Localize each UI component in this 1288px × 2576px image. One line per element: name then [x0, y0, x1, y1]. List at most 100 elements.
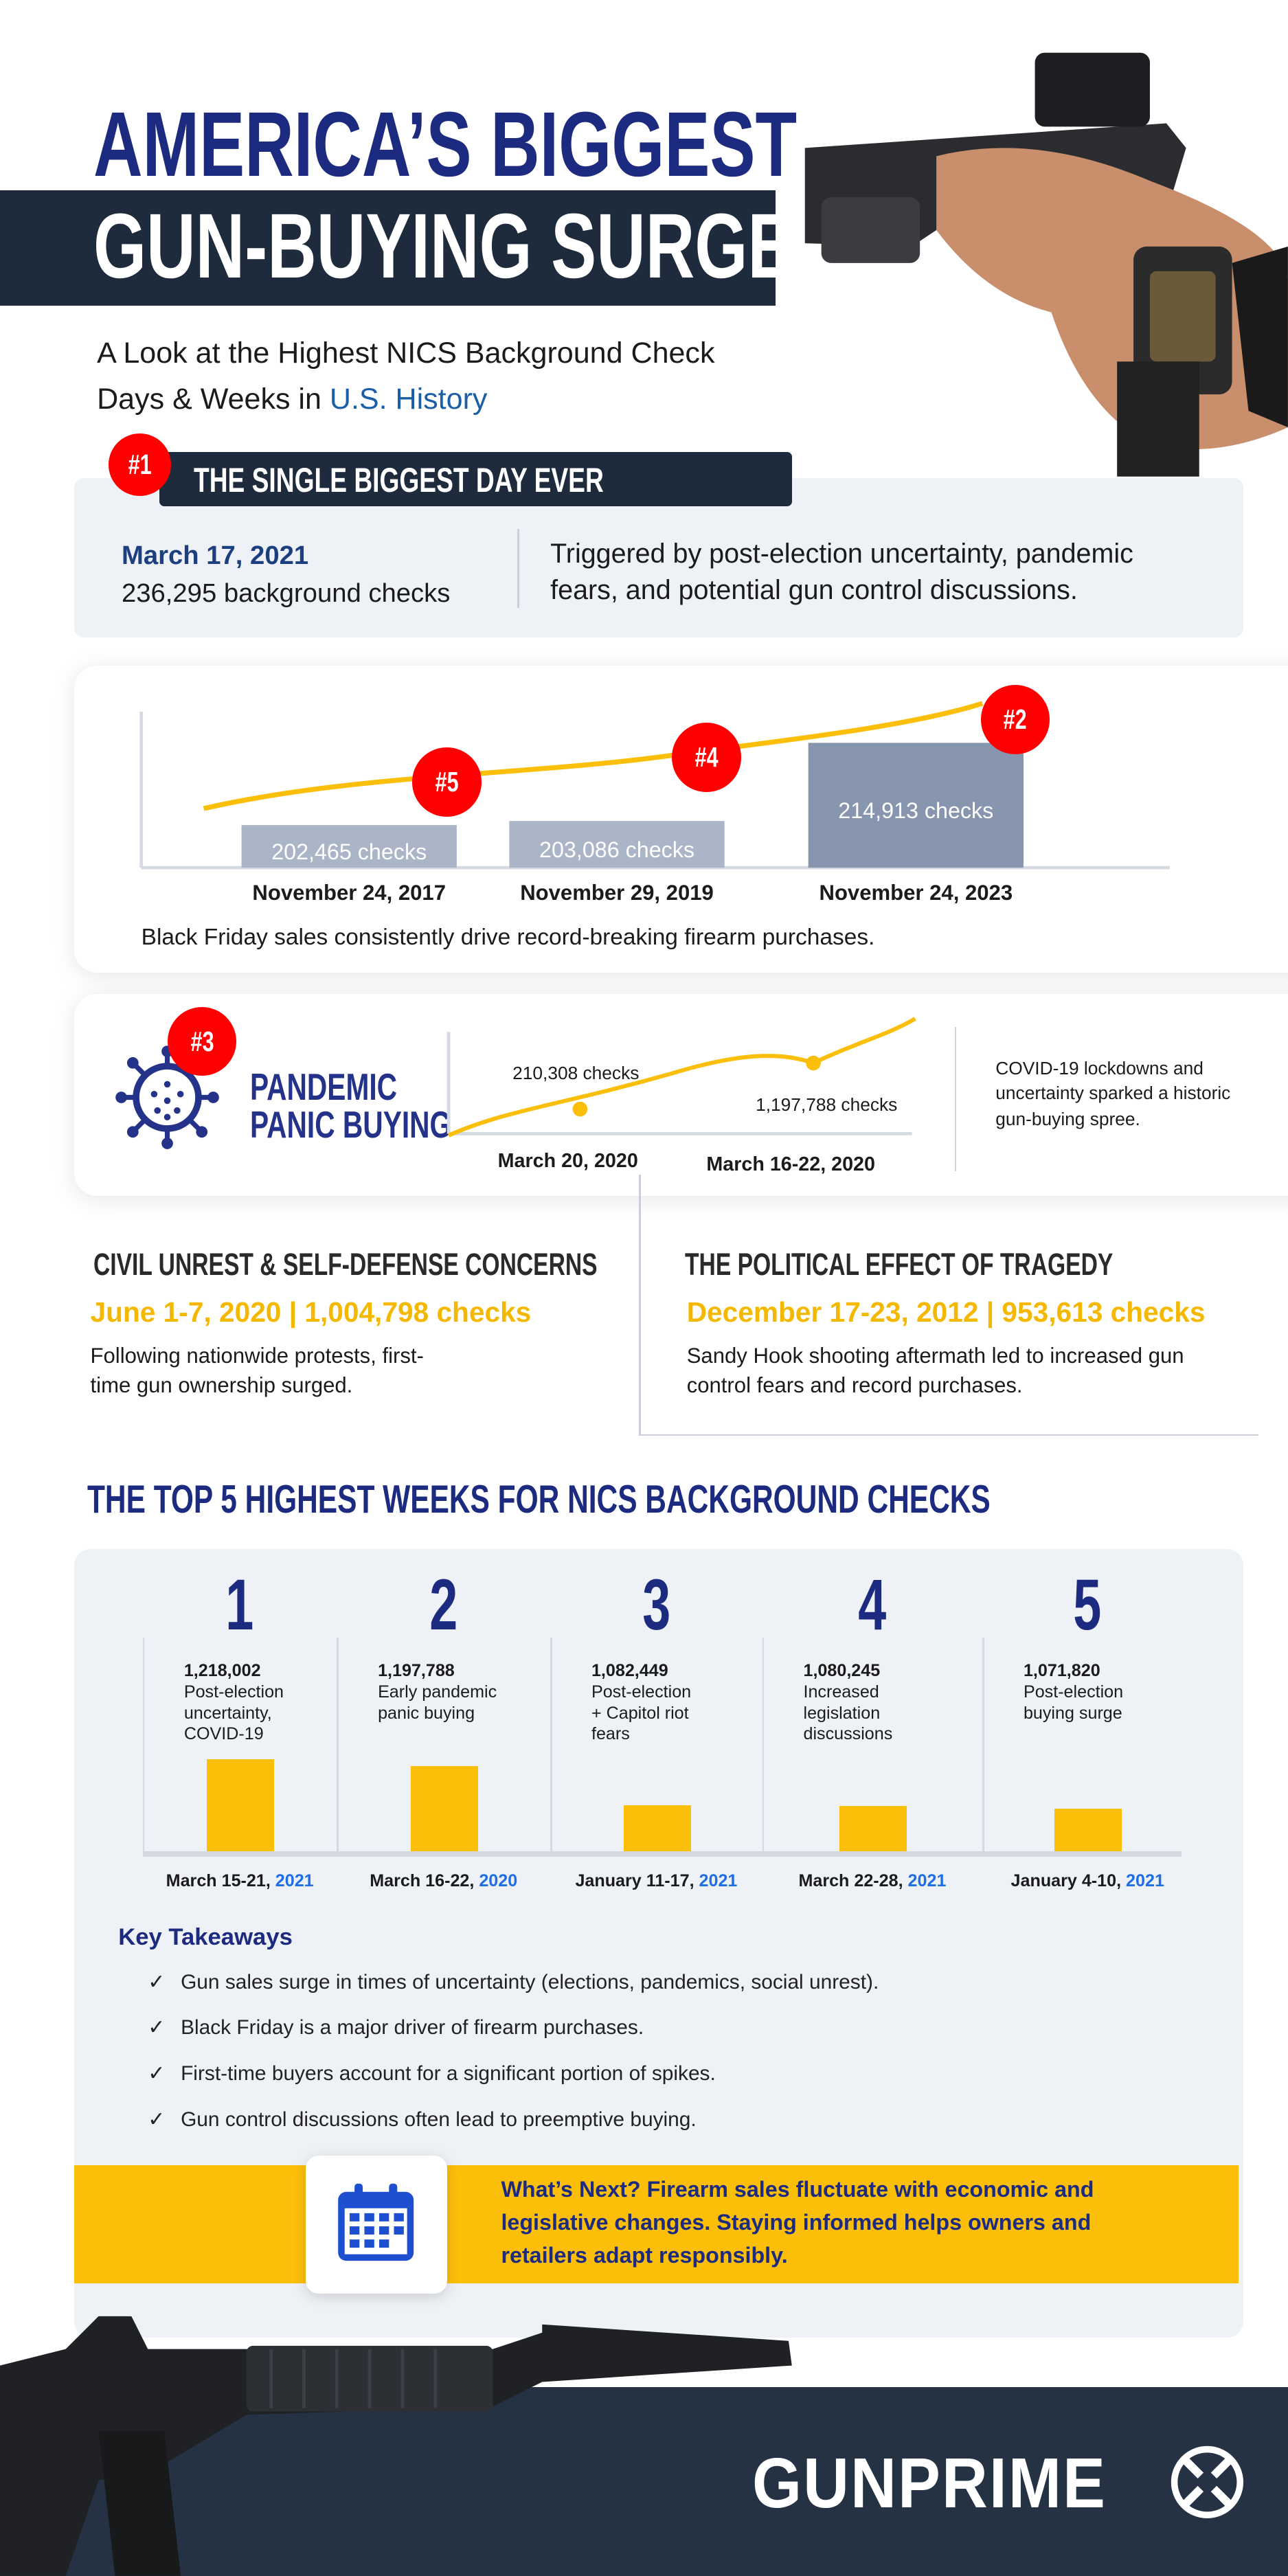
week-dates: March 22-28,: [798, 1871, 908, 1891]
banner-text-2: legislative changes. Staying informed he…: [501, 2209, 1092, 2235]
week-value: 1,082,449: [591, 1660, 668, 1680]
week-year: 2021: [1126, 1871, 1164, 1891]
week-year: 2021: [907, 1871, 947, 1891]
biggest-day-date: March 17, 2021: [121, 540, 309, 570]
title-line-2: GUN-BUYING SURGES: [93, 194, 839, 297]
x-tick-label: November 24, 2017: [252, 880, 446, 905]
data-label: 1,197,788 checks: [756, 1094, 898, 1115]
civil-unrest-highlight: June 1-7, 2020 | 1,004,798 checks: [90, 1296, 532, 1328]
takeaway-text: Gun sales surge in times of uncertainty …: [181, 1970, 879, 1993]
x-tick-label: March 15-21, 2021: [142, 1871, 339, 1891]
week-value: 1,197,788: [378, 1660, 455, 1680]
week-dates: March 15-21,: [166, 1871, 275, 1891]
black-friday-chart: [139, 701, 1170, 870]
check-icon: ✓: [148, 2108, 166, 2132]
virus-icon: [115, 1046, 220, 1149]
rank-number: 1: [225, 1564, 254, 1645]
week-value: 1,071,820: [1023, 1660, 1100, 1680]
column-divider: [762, 1638, 765, 1852]
check-icon: ✓: [148, 1970, 166, 1993]
divider: [954, 1026, 956, 1172]
x-tick-label: March 16-22, 2020: [345, 1871, 542, 1891]
week-reason: uncertainty,: [183, 1703, 272, 1723]
check-icon: ✓: [148, 2016, 166, 2040]
rank-number: 4: [858, 1564, 887, 1645]
takeaway-item: ✓ Gun control discussions often lead to p…: [148, 2108, 696, 2132]
week-reason: Early pandemic: [378, 1682, 497, 1702]
column-divider: [337, 1638, 339, 1852]
week-reason: Increased: [803, 1682, 879, 1702]
bar: [207, 1759, 275, 1852]
bar-value-label: 202,465 checks: [271, 839, 427, 865]
banner-text-1: What’s Next? Firearm sales fluctuate wit…: [501, 2176, 1094, 2202]
data-point: [572, 1101, 587, 1117]
bar: [808, 742, 1024, 868]
trend-line: [447, 1017, 916, 1138]
subtitle-highlight: U.S. History: [329, 383, 488, 416]
takeaway-text: Black Friday is a major driver of firear…: [181, 2016, 644, 2040]
biggest-day-heading: THE SINGLE BIGGEST DAY EVER: [194, 460, 604, 499]
subtitle-line-1: A Look at the Highest NICS Background Ch…: [97, 337, 715, 370]
rank-badge: #4: [672, 723, 741, 792]
tragedy-text-1: Sandy Hook shooting aftermath led to inc…: [686, 1344, 1184, 1368]
header-band: [0, 190, 776, 306]
week-year: 2021: [699, 1871, 738, 1891]
bar: [1054, 1809, 1122, 1852]
biggest-day-description-2: fears, and potential gun control discuss…: [550, 575, 1078, 606]
axis-line: [143, 1851, 1182, 1857]
black-friday-caption: Black Friday sales consistently drive re…: [141, 925, 875, 951]
tragedy-text-2: control fears and record purchases.: [686, 1373, 1023, 1398]
tragedy-highlight: December 17-23, 2012 | 953,613 checks: [686, 1296, 1206, 1328]
week-reason: COVID-19: [183, 1724, 264, 1744]
calendar-tile: [305, 2155, 447, 2294]
x-tick-label: January 4-10, 2021: [989, 1871, 1186, 1891]
week-reason: + Capitol riot: [591, 1703, 689, 1723]
footer-brand: GUNPRIME: [752, 2443, 1107, 2523]
divider: [517, 529, 519, 608]
subtitle-line-2: Days & Weeks in U.S. History: [97, 383, 487, 416]
pandemic-description-2: uncertainty sparked a historic: [995, 1083, 1231, 1104]
x-tick-label: November 29, 2019: [520, 880, 714, 905]
biggest-day-checks: 236,295 background checks: [121, 578, 451, 608]
pandemic-description-3: gun-buying spree.: [995, 1109, 1140, 1130]
week-reason: fears: [591, 1724, 630, 1744]
x-tick-label: March 16-22, 2020: [706, 1153, 875, 1175]
x-tick-label: March 20, 2020: [497, 1150, 638, 1173]
takeaway-item: ✓ Black Friday is a major driver of firea…: [148, 2015, 644, 2040]
takeaway-text: Gun control discussions often lead to pr…: [181, 2108, 697, 2132]
week-reason: discussions: [803, 1724, 893, 1744]
data-point: [806, 1055, 821, 1071]
takeaway-item: ✓ First-time buyers account for a signifi…: [148, 2061, 716, 2086]
data-label: 210,308 checks: [512, 1063, 640, 1084]
week-dates: January 11-17,: [575, 1871, 699, 1891]
banner-text-3: retailers adapt responsibly.: [501, 2242, 788, 2268]
week-reason: panic buying: [378, 1703, 475, 1723]
whats-next-banner: [74, 2165, 1239, 2284]
rank-number: 5: [1073, 1564, 1102, 1645]
week-year: 2020: [479, 1871, 518, 1891]
trend-line: [203, 701, 984, 811]
rank-badge: #5: [412, 747, 482, 817]
takeaway-text: First-time buyers account for a signific…: [181, 2062, 716, 2086]
calendar-icon: [338, 2183, 414, 2261]
week-reason: buying surge: [1023, 1703, 1122, 1723]
pandemic-card: [74, 993, 1288, 1197]
x-tick-label: March 22-28, 2021: [773, 1871, 971, 1891]
bar: [509, 820, 725, 868]
pandemic-title-2: PANIC BUYING: [249, 1103, 451, 1146]
biggest-day-description-1: Triggered by post-election uncertainty, …: [550, 539, 1133, 569]
rank-badge: #2: [980, 685, 1050, 754]
takeaway-item: ✓ Gun sales surge in times of uncertainty…: [148, 1970, 879, 1994]
pandemic-description-1: COVID-19 lockdowns and: [995, 1058, 1204, 1079]
week-reason: Post-election: [591, 1682, 692, 1702]
rank-number: 3: [642, 1564, 670, 1645]
top5-title: THE TOP 5 HIGHEST WEEKS FOR NICS BACKGRO…: [87, 1478, 991, 1522]
civil-unrest-text-1: Following nationwide protests, first-: [90, 1344, 424, 1368]
bar-value-label: 214,913 checks: [838, 798, 994, 824]
bar-value-label: 203,086 checks: [539, 837, 695, 863]
week-dates: March 16-22,: [370, 1871, 479, 1891]
crosshair-logo-icon: [1171, 2446, 1244, 2519]
tragedy-title: THE POLITICAL EFFECT OF TRAGEDY: [685, 1247, 1114, 1283]
rifle-image: [0, 2316, 792, 2576]
